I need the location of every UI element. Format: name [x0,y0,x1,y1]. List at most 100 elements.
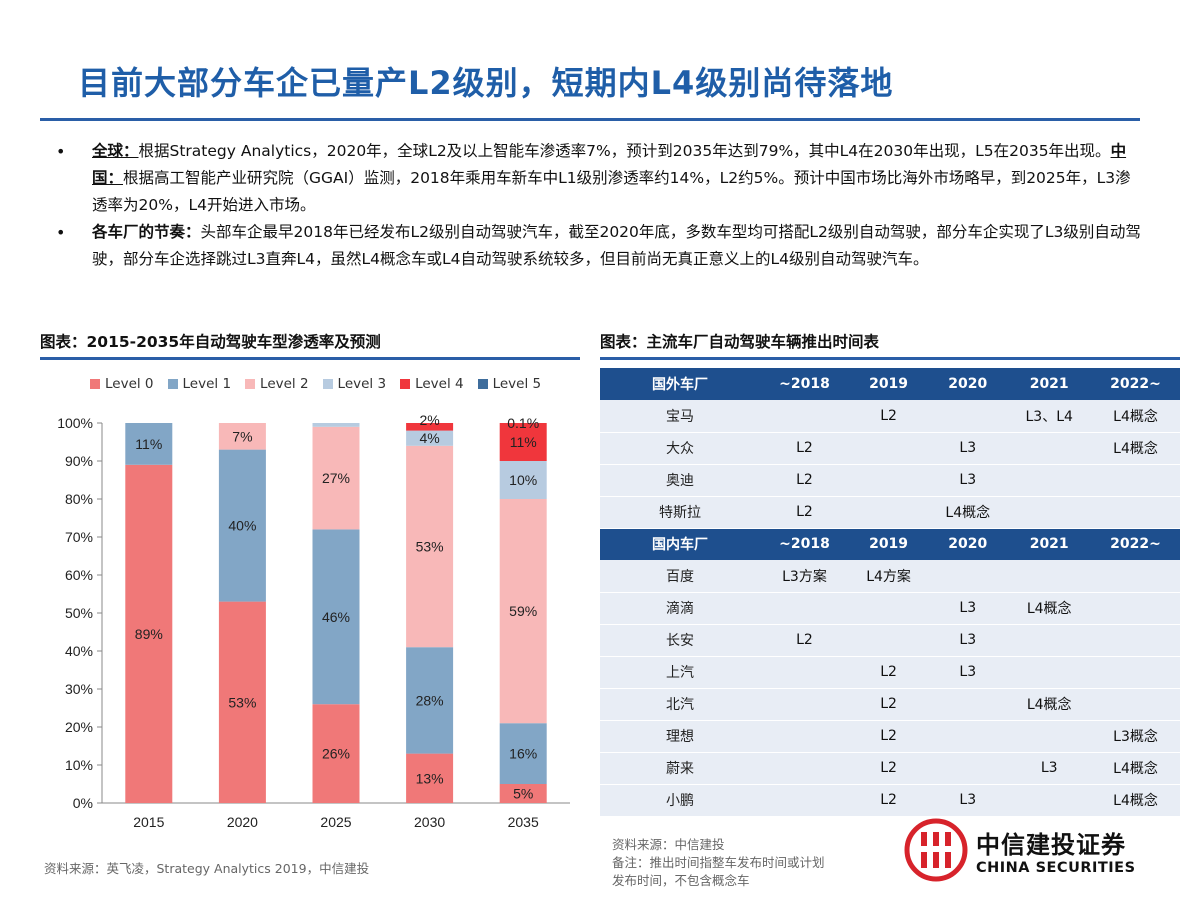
schedule-cell [760,688,849,721]
schedule-cell: L2 [760,432,849,465]
citic-logo-icon [904,818,968,882]
bullet-head-global: 全球： [92,142,139,160]
schedule-cell [848,496,929,529]
data-label: 7% [232,428,252,444]
year-header-cell: ~2018 [760,528,849,560]
table-row: 理想 L2 L3概念 [600,720,1180,753]
schedule-cell: L3 [1007,752,1091,785]
schedule-cell [928,688,1008,721]
bar-segment [406,647,454,754]
y-tick-label: 10% [65,757,93,773]
schedule-cell: L2 [848,784,929,817]
schedule-cell: L4概念 [1007,688,1091,721]
bar-segment [406,430,454,446]
table-section-title: 图表：主流车厂自动驾驶车辆推出时间表 [600,330,1180,360]
x-tick-label: 2025 [320,814,351,830]
table-row: 大众 L2 L3 L4概念 [600,432,1180,465]
oem-name-cell: 滴滴 [600,592,760,625]
year-header-cell: ~2018 [760,368,849,400]
legend-label: Level 1 [182,376,232,392]
company-logo: 中信建投证券 CHINA SECURITIES [904,818,1136,882]
schedule-cell [1007,720,1091,753]
y-tick-label: 70% [65,529,93,545]
bullet-global: • 全球：根据Strategy Analytics，2020年，全球L2及以上智… [56,138,1146,219]
legend-label: Level 5 [492,376,542,392]
oem-name-cell: 长安 [600,624,760,657]
table-row: 长安 L2 L3 [600,624,1180,657]
schedule-cell [1007,496,1091,529]
bullet-dot: • [56,223,66,242]
y-tick-label: 50% [65,605,93,621]
schedule-cell: L3 [928,784,1008,817]
schedule-cell: L3 [928,592,1008,625]
schedule-cell [1007,432,1091,465]
data-label: 27% [322,470,350,486]
bar-segment [406,753,454,803]
schedule-cell [760,720,849,753]
table-row: 特斯拉 L2 L4概念 [600,496,1180,529]
schedule-cell [848,624,929,657]
page-title: 目前大部分车企已量产L2级别，短期内L4级别尚待落地 [78,64,894,102]
table-row: 奥迪 L2 L3 [600,464,1180,497]
oem-name-cell: 大众 [600,432,760,465]
table-row: 上汽 L2 L3 [600,656,1180,689]
bar-segment [125,423,173,465]
bar-segment [312,423,360,427]
legend-item: Level 1 [167,376,232,392]
table-row: 小鹏 L2 L3 L4概念 [600,784,1180,817]
schedule-cell [848,592,929,625]
schedule-cell [928,560,1008,593]
y-tick-label: 30% [65,681,93,697]
schedule-cell: L2 [848,752,929,785]
bar-segment [499,461,547,499]
legend-swatch [245,379,256,389]
schedule-cell [760,656,849,689]
logo-text-en: CHINA SECURITIES [976,859,1136,876]
legend-item: Level 0 [90,376,154,392]
schedule-cell: L3 [928,656,1008,689]
bullet-head-oem: 各车厂的节奏： [92,223,201,241]
bullet-text-oem: 头部车企最早2018年已经发布L2级别自动驾驶汽车，截至2020年底，多数车型均… [92,223,1141,268]
legend-swatch [90,379,100,389]
bullet-list: • 全球：根据Strategy Analytics，2020年，全球L2及以上智… [56,138,1146,273]
table-row: 宝马 L2 L3、L4 L4概念 [600,400,1180,433]
schedule-cell [1091,688,1180,721]
y-tick-label: 60% [65,567,93,583]
schedule-cell [1091,656,1180,689]
bar-segment [312,426,360,530]
oem-name-cell: 宝马 [600,400,760,433]
data-label: 11% [510,434,537,450]
bar-segment [499,784,547,803]
schedule-cell: L4方案 [848,560,929,593]
bar-segment [218,601,266,803]
x-tick-label: 2015 [133,814,164,830]
bullet-text-global: 根据Strategy Analytics，2020年，全球L2及以上智能车渗透率… [138,142,1111,160]
data-label: 89% [135,626,163,642]
table-row: 蔚来 L2 L3 L4概念 [600,752,1180,785]
bar-segment [312,704,360,803]
table-row: 滴滴 L3 L4概念 [600,592,1180,625]
schedule-cell [1007,560,1091,593]
group-header-cell: 国外车厂 [600,368,760,400]
schedule-cell [1091,560,1180,593]
bullet-oem: • 各车厂的节奏：头部车企最早2018年已经发布L2级别自动驾驶汽车，截至202… [56,219,1146,273]
y-tick-label: 20% [65,719,93,735]
data-label: 13% [416,770,444,786]
bullet-dot: • [56,142,66,161]
oem-name-cell: 理想 [600,720,760,753]
year-header-cell: 2021 [1007,528,1091,560]
oem-name-cell: 上汽 [600,656,760,689]
schedule-cell: L3、L4 [1007,400,1091,433]
schedule-cell [848,464,929,497]
legend-label: Level 4 [415,376,464,392]
year-header-cell: 2020 [928,528,1008,560]
penetration-stacked-bar-chart: 0% 10% 20% 30% 40% 50% 60% 70% 80% 90% 100% 89% 11% 2… [57,412,570,830]
schedule-cell [928,400,1008,433]
bar-segment [406,423,454,431]
schedule-cell [1091,624,1180,657]
legend-swatch [322,379,333,389]
schedule-cell: L3概念 [1091,720,1180,753]
legend-item: Level 5 [477,376,542,392]
oem-name-cell: 百度 [600,560,760,593]
data-label: 4% [419,430,439,446]
